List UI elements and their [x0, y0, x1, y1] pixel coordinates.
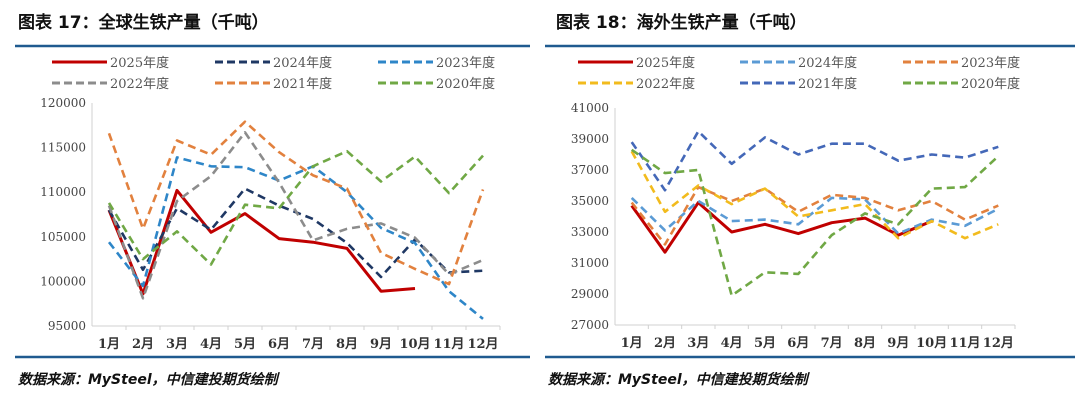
legend-label: 2020年度 — [961, 76, 1020, 92]
x-tick-label: 8月 — [854, 336, 876, 351]
x-tick-label: 12月 — [467, 337, 498, 352]
x-tick-label: 3月 — [166, 337, 188, 352]
series-line-2023年度 — [107, 156, 484, 320]
y-tick-label: 37000 — [571, 163, 609, 177]
x-tick-label: 6月 — [787, 336, 809, 351]
legend-label: 2024年度 — [798, 55, 857, 71]
series-line-2022年度 — [107, 131, 484, 300]
x-tick-label: 11月 — [433, 337, 464, 352]
x-tick-label: 2月 — [654, 336, 676, 351]
series-line-2022年度 — [630, 150, 999, 240]
y-tick-label: 41000 — [571, 101, 609, 115]
y-tick-label: 31000 — [571, 256, 609, 270]
chart-title-overseas: 图表 18：海外生铁产量（千吨） — [556, 13, 807, 33]
x-tick-label: 12月 — [983, 336, 1014, 351]
series-line-2021年度 — [107, 120, 485, 286]
series-line-2024年度 — [107, 187, 484, 279]
legend-label: 2021年度 — [798, 76, 857, 92]
x-tick-label: 4月 — [200, 337, 222, 352]
y-tick-label: 39000 — [571, 132, 609, 146]
x-tick-label: 5月 — [754, 336, 776, 351]
x-tick-label: 1月 — [98, 337, 120, 352]
y-tick-label: 29000 — [571, 287, 609, 301]
x-tick-label: 2月 — [132, 337, 154, 352]
x-tick-label: 5月 — [234, 337, 256, 352]
source-note-global: 数据来源：MySteel，中信建投期货绘制 — [18, 372, 278, 388]
series-line-2025年度 — [107, 188, 416, 296]
x-tick-label: 7月 — [302, 337, 324, 352]
x-tick-label: 3月 — [687, 336, 709, 351]
x-tick-label: 7月 — [821, 336, 843, 351]
y-tick-label: 105000 — [40, 230, 86, 244]
x-tick-label: 4月 — [721, 336, 743, 351]
legend-label: 2023年度 — [436, 55, 495, 71]
chart-title-global: 图表 17：全球生铁产量（千吨） — [18, 13, 269, 33]
y-tick-label: 110000 — [40, 185, 86, 199]
chart-0: 95000 100000 105000 110000 115000 120000 1月 2月 3… — [15, 44, 530, 359]
series-line-2023年度 — [630, 185, 999, 246]
series-line-2020年度 — [630, 148, 1000, 297]
legend-label: 2020年度 — [436, 76, 495, 92]
y-tick-label: 115000 — [40, 141, 86, 155]
series-line-2025年度 — [630, 201, 933, 254]
x-tick-label: 1月 — [621, 336, 643, 351]
legend-label: 2024年度 — [273, 55, 332, 71]
x-tick-label: 11月 — [949, 336, 980, 351]
x-tick-label: 6月 — [268, 337, 290, 352]
series-line-2020年度 — [107, 149, 484, 266]
legend-label: 2023年度 — [961, 55, 1020, 71]
x-tick-label: 8月 — [336, 337, 358, 352]
chart-1: 27000 29000 31000 33000 35000 37000 39000 41000… — [545, 44, 1075, 359]
y-tick-label: 33000 — [571, 225, 609, 239]
x-tick-label: 9月 — [887, 336, 909, 351]
y-tick-label: 100000 — [40, 274, 86, 288]
y-tick-label: 35000 — [571, 194, 609, 208]
y-tick-label: 120000 — [40, 96, 86, 110]
x-tick-label: 10月 — [916, 336, 947, 351]
source-note-overseas: 数据来源：MySteel，中信建投期货绘制 — [548, 372, 808, 388]
y-tick-label: 95000 — [48, 319, 86, 333]
x-tick-label: 9月 — [370, 337, 392, 352]
legend-label: 2022年度 — [110, 76, 169, 92]
y-tick-label: 27000 — [571, 318, 609, 332]
series-line-2021年度 — [630, 130, 999, 192]
legend-label: 2021年度 — [273, 76, 332, 92]
legend-label: 2025年度 — [110, 55, 169, 71]
legend-label: 2025年度 — [636, 55, 695, 71]
series-line-2024年度 — [630, 196, 999, 235]
legend-label: 2022年度 — [636, 76, 695, 92]
x-tick-label: 10月 — [399, 337, 430, 352]
